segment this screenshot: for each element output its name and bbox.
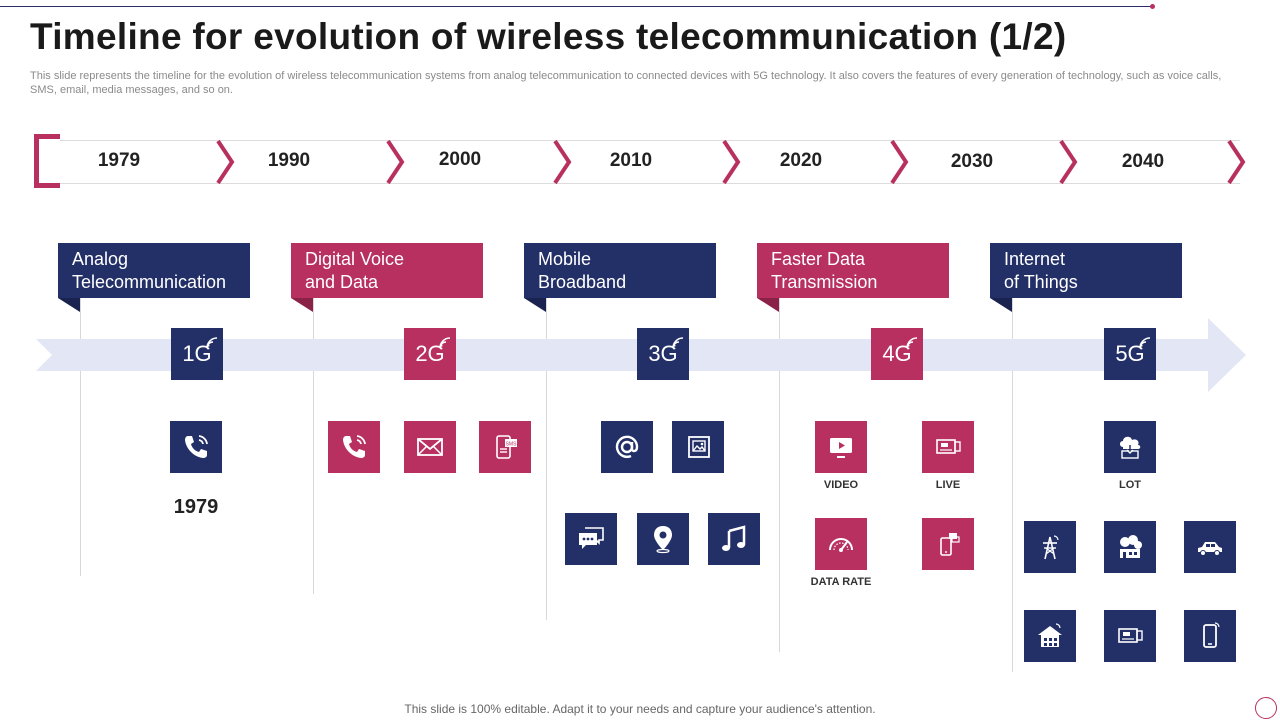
lot-caption: LOT: [1119, 479, 1141, 491]
chat-bubbles-icon: [565, 513, 617, 565]
music-note-icon: [708, 513, 760, 565]
location-pin-icon: [637, 513, 689, 565]
smart-factory-icon: [1104, 521, 1156, 573]
gen-header-digital: Digital Voice and Data: [291, 243, 483, 298]
year-label-2010: 2010: [609, 150, 653, 171]
wifi-signal-icon: [672, 337, 684, 349]
timeline-arrow-band: [36, 339, 1210, 371]
chevron-right-icon: [1227, 140, 1246, 184]
gen-box-3g: 3G: [637, 328, 689, 380]
gen-divider-line: [546, 298, 547, 620]
g1-year-label: 1979: [173, 496, 219, 518]
gen-header-analog: Analog Telecommunication: [58, 243, 250, 298]
gen-divider-line: [80, 298, 81, 576]
phone-call-icon: [328, 421, 380, 473]
video-play-icon: [815, 421, 867, 473]
chevron-right-icon: [722, 140, 741, 184]
footer-note: This slide is 100% editable. Adapt it to…: [404, 702, 876, 716]
at-sign-icon: [601, 421, 653, 473]
sms-phone-icon: SMS: [479, 421, 531, 473]
live-caption: LIVE: [935, 479, 961, 491]
gen-header-faster-data: Faster Data Transmission: [757, 243, 949, 298]
smart-home-icon: [1024, 610, 1076, 662]
chevron-right-icon: [386, 140, 405, 184]
gen-box-5g: 5G: [1104, 328, 1156, 380]
gen-header-fold: [58, 298, 80, 312]
corner-circle-icon: [1255, 697, 1277, 719]
slide-title: Timeline for evolution of wireless telec…: [30, 16, 1067, 57]
year-label-1990: 1990: [267, 150, 311, 171]
gen-header-mobile-broadband: Mobile Broadband: [524, 243, 716, 298]
mobile-chat-icon: [922, 518, 974, 570]
envelope-icon: [404, 421, 456, 473]
gen-divider-line: [313, 298, 314, 594]
gen-box-4g: 4G: [871, 328, 923, 380]
phone-call-icon: [170, 421, 222, 473]
gen-divider-line: [1012, 298, 1013, 672]
year-label-1979: 1979: [97, 150, 141, 171]
smartphone-icon: [1184, 610, 1236, 662]
media-image-icon: [672, 421, 724, 473]
timeline-arrow-tail: [36, 339, 52, 371]
gen-divider-line: [779, 298, 780, 652]
live-tv-icon: [922, 421, 974, 473]
wifi-signal-icon: [906, 337, 918, 349]
year-ribbon: [60, 140, 1240, 184]
svg-text:SMS: SMS: [506, 442, 518, 448]
chevron-right-icon: [890, 140, 909, 184]
gen-header-fold: [291, 298, 313, 312]
chevron-right-icon: [1059, 140, 1078, 184]
year-label-2000: 2000: [438, 149, 482, 170]
timeline-arrow-head: [1208, 318, 1246, 392]
wifi-signal-icon: [206, 337, 218, 349]
gen-header-iot: Internet of Things: [990, 243, 1182, 298]
gen-header-fold: [524, 298, 546, 312]
wifi-signal-icon: [439, 337, 451, 349]
slide-subtitle: This slide represents the timeline for t…: [30, 70, 1222, 96]
gen-box-1g: 1G: [171, 328, 223, 380]
year-label-2020: 2020: [779, 150, 823, 171]
connected-car-icon: [1184, 521, 1236, 573]
gen-header-fold: [757, 298, 779, 312]
chevron-right-icon: [216, 140, 235, 184]
top-accent-line: [0, 6, 1152, 7]
chevron-right-icon: [553, 140, 572, 184]
year-label-2030: 2030: [950, 151, 994, 172]
gen-header-fold: [990, 298, 1012, 312]
year-ribbon-bracket: [34, 134, 60, 188]
speedometer-icon: [815, 518, 867, 570]
cloud-iot-icon: [1104, 421, 1156, 473]
data-rate-caption: DATA RATE: [810, 576, 872, 588]
year-label-2040: 2040: [1121, 151, 1165, 172]
wifi-signal-icon: [1139, 337, 1151, 349]
transmission-tower-icon: [1024, 521, 1076, 573]
gen-box-2g: 2G: [404, 328, 456, 380]
video-caption: VIDEO: [823, 479, 859, 491]
top-accent-dot: [1150, 4, 1155, 9]
smart-tv-icon: [1104, 610, 1156, 662]
